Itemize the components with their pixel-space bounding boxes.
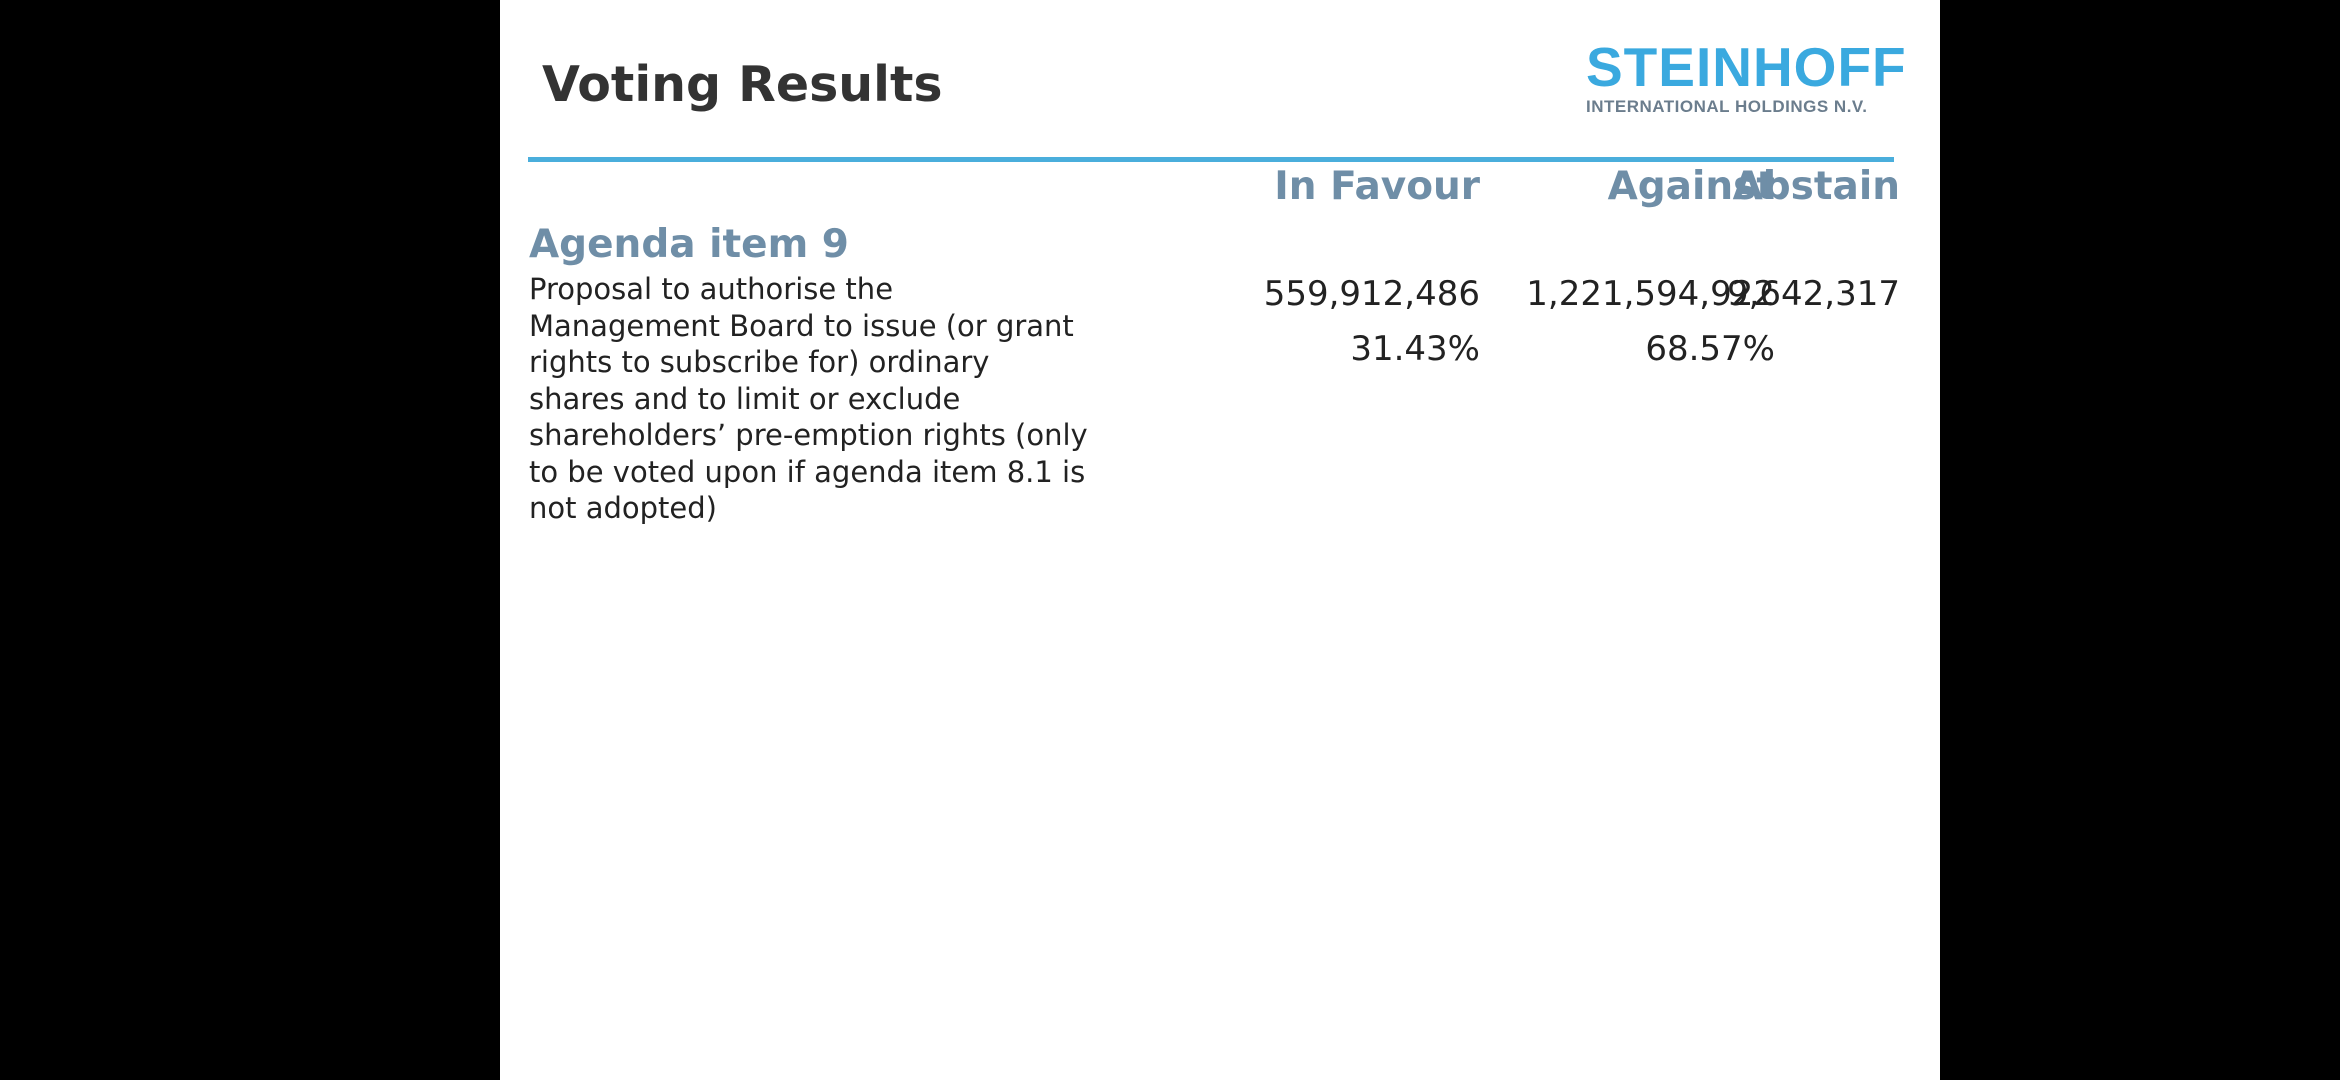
column-header-abstain: Abstain	[1732, 164, 1900, 209]
slide: Voting Results STEINHOFF INTERNATIONAL H…	[500, 0, 1940, 1080]
logo-subtitle: INTERNATIONAL HOLDINGS N.V.	[1586, 97, 1868, 116]
votes-abstain: 9,642,317	[1726, 274, 1900, 314]
steinhoff-logo: STEINHOFF INTERNATIONAL HOLDINGS N.V.	[1586, 36, 1907, 118]
page-title: Voting Results	[542, 56, 943, 113]
percent-in-favour: 31.43%	[1350, 329, 1480, 369]
logo-brand: STEINHOFF	[1586, 36, 1907, 98]
percent-against: 68.57%	[1645, 329, 1775, 369]
column-header-in-favour: In Favour	[1274, 164, 1480, 209]
votes-in-favour: 559,912,486	[1263, 274, 1480, 314]
agenda-item-description: Proposal to authorise the Management Boa…	[529, 272, 1088, 525]
agenda-item-title: Agenda item 9	[529, 222, 849, 267]
votes-against: 1,221,594,922	[1526, 274, 1775, 314]
column-header-against: Against	[1607, 164, 1775, 209]
header-divider	[528, 157, 1894, 162]
